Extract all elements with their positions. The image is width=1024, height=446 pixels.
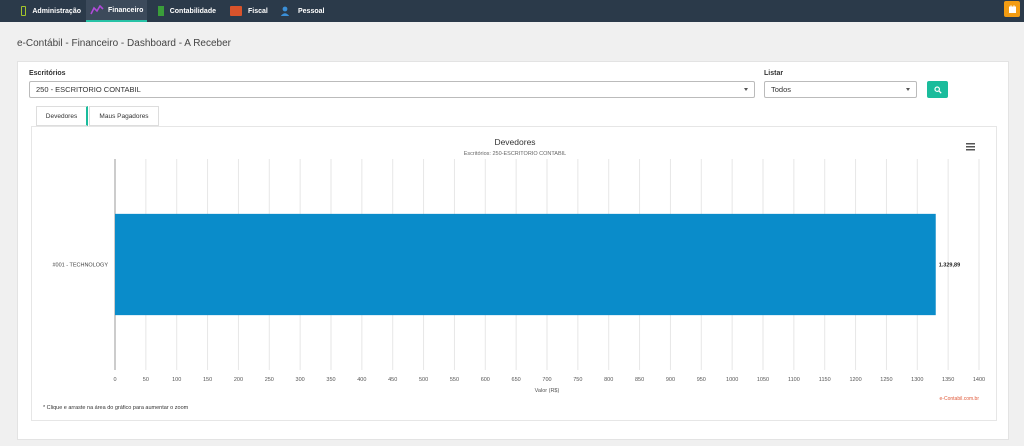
chart-subtitle: Escritórios: 250-ESCRITORIO CONTABIL xyxy=(464,151,567,157)
x-tick-label: 200 xyxy=(234,377,243,383)
dashboard-panel: Escritórios 250 - ESCRITORIO CONTABIL Li… xyxy=(17,61,1009,440)
x-axis-title: Valor (R$) xyxy=(535,388,560,394)
x-tick-label: 1100 xyxy=(788,377,800,383)
x-tick-label: 1350 xyxy=(942,377,954,383)
listar-select[interactable]: Todos xyxy=(764,81,917,98)
data-label: 1.329,89 xyxy=(939,263,960,269)
nav-item-label: Pessoal xyxy=(298,7,325,15)
x-tick-label: 650 xyxy=(512,377,521,383)
x-tick-label: 600 xyxy=(481,377,490,383)
x-tick-label: 250 xyxy=(265,377,274,383)
x-tick-label: 800 xyxy=(604,377,613,383)
bar xyxy=(115,213,936,316)
top-navigation-bar: Administração Financeiro Contabilidade F… xyxy=(0,0,1024,22)
x-tick-label: 450 xyxy=(388,377,397,383)
menu-icon-line-1 xyxy=(966,146,975,148)
folder-icon xyxy=(21,6,27,16)
y-category-label: #001 - TECHNOLOGY xyxy=(52,263,108,269)
x-tick-label: 1400 xyxy=(973,377,985,383)
menu-icon-line-0 xyxy=(966,143,975,145)
chart-title: Devedores xyxy=(494,137,535,147)
menu-icon-line-2 xyxy=(966,149,975,151)
x-tick-label: 300 xyxy=(296,377,305,383)
search-button[interactable] xyxy=(927,81,948,98)
credit-link: e-Contabil.com.br xyxy=(940,396,980,402)
nav-item-pessoal[interactable]: Pessoal xyxy=(276,0,326,22)
chevron-down-icon xyxy=(744,88,748,91)
nav-item-administracao[interactable]: Administração xyxy=(17,0,81,22)
chevron-down-icon xyxy=(906,88,910,91)
nav-item-fiscal[interactable]: Fiscal xyxy=(226,0,268,22)
page-title: e-Contábil - Financeiro - Dashboard - A … xyxy=(17,38,231,49)
x-tick-label: 50 xyxy=(143,377,149,383)
nav-item-contabilidade[interactable]: Contabilidade xyxy=(154,0,216,22)
nav-item-financeiro[interactable]: Financeiro xyxy=(86,0,147,22)
escritorios-select-value: 250 - ESCRITORIO CONTABIL xyxy=(36,85,141,94)
x-tick-label: 400 xyxy=(357,377,366,383)
x-tick-label: 1150 xyxy=(819,377,831,383)
search-icon xyxy=(933,85,942,94)
chart-container[interactable]: Devedores Escritórios: 250-ESCRITORIO CON… xyxy=(31,126,997,421)
book-icon xyxy=(230,6,242,16)
x-tick-label: 1050 xyxy=(757,377,769,383)
devedores-chart[interactable]: Devedores Escritórios: 250-ESCRITORIO CON… xyxy=(32,127,998,422)
x-tick-label: 1250 xyxy=(880,377,892,383)
tab-maus-pagadores[interactable]: Maus Pagadores xyxy=(89,106,159,126)
escritorios-select[interactable]: 250 - ESCRITORIO CONTABIL xyxy=(29,81,755,98)
x-tick-label: 500 xyxy=(419,377,428,383)
zoom-footnote: * Clique e arraste na área do gráfico pa… xyxy=(43,405,189,411)
x-tick-label: 700 xyxy=(542,377,551,383)
x-tick-label: 100 xyxy=(172,377,181,383)
x-tick-label: 0 xyxy=(113,377,116,383)
listar-select-value: Todos xyxy=(771,85,792,94)
notes-button[interactable] xyxy=(1004,1,1020,17)
nav-item-label: Administração xyxy=(32,7,81,15)
x-tick-label: 1200 xyxy=(849,377,861,383)
nav-item-label: Financeiro xyxy=(108,6,144,14)
x-tick-label: 850 xyxy=(635,377,644,383)
x-tick-label: 550 xyxy=(450,377,459,383)
escritorios-label: Escritórios xyxy=(29,70,66,77)
nav-item-label: Contabilidade xyxy=(169,7,216,15)
listar-label: Listar xyxy=(764,70,784,77)
nav-item-label: Fiscal xyxy=(248,7,268,15)
x-tick-label: 750 xyxy=(573,377,582,383)
x-tick-label: 900 xyxy=(666,377,675,383)
x-tick-label: 150 xyxy=(203,377,212,383)
x-tick-label: 950 xyxy=(697,377,706,383)
tab-devedores[interactable]: Devedores xyxy=(36,106,88,126)
chart-icon xyxy=(90,5,104,15)
notes-icon xyxy=(1008,4,1016,13)
x-tick-label: 1000 xyxy=(726,377,738,383)
x-tick-label: 1300 xyxy=(911,377,923,383)
x-tick-label: 350 xyxy=(326,377,335,383)
person-icon xyxy=(280,6,292,16)
spreadsheet-icon xyxy=(158,6,164,16)
